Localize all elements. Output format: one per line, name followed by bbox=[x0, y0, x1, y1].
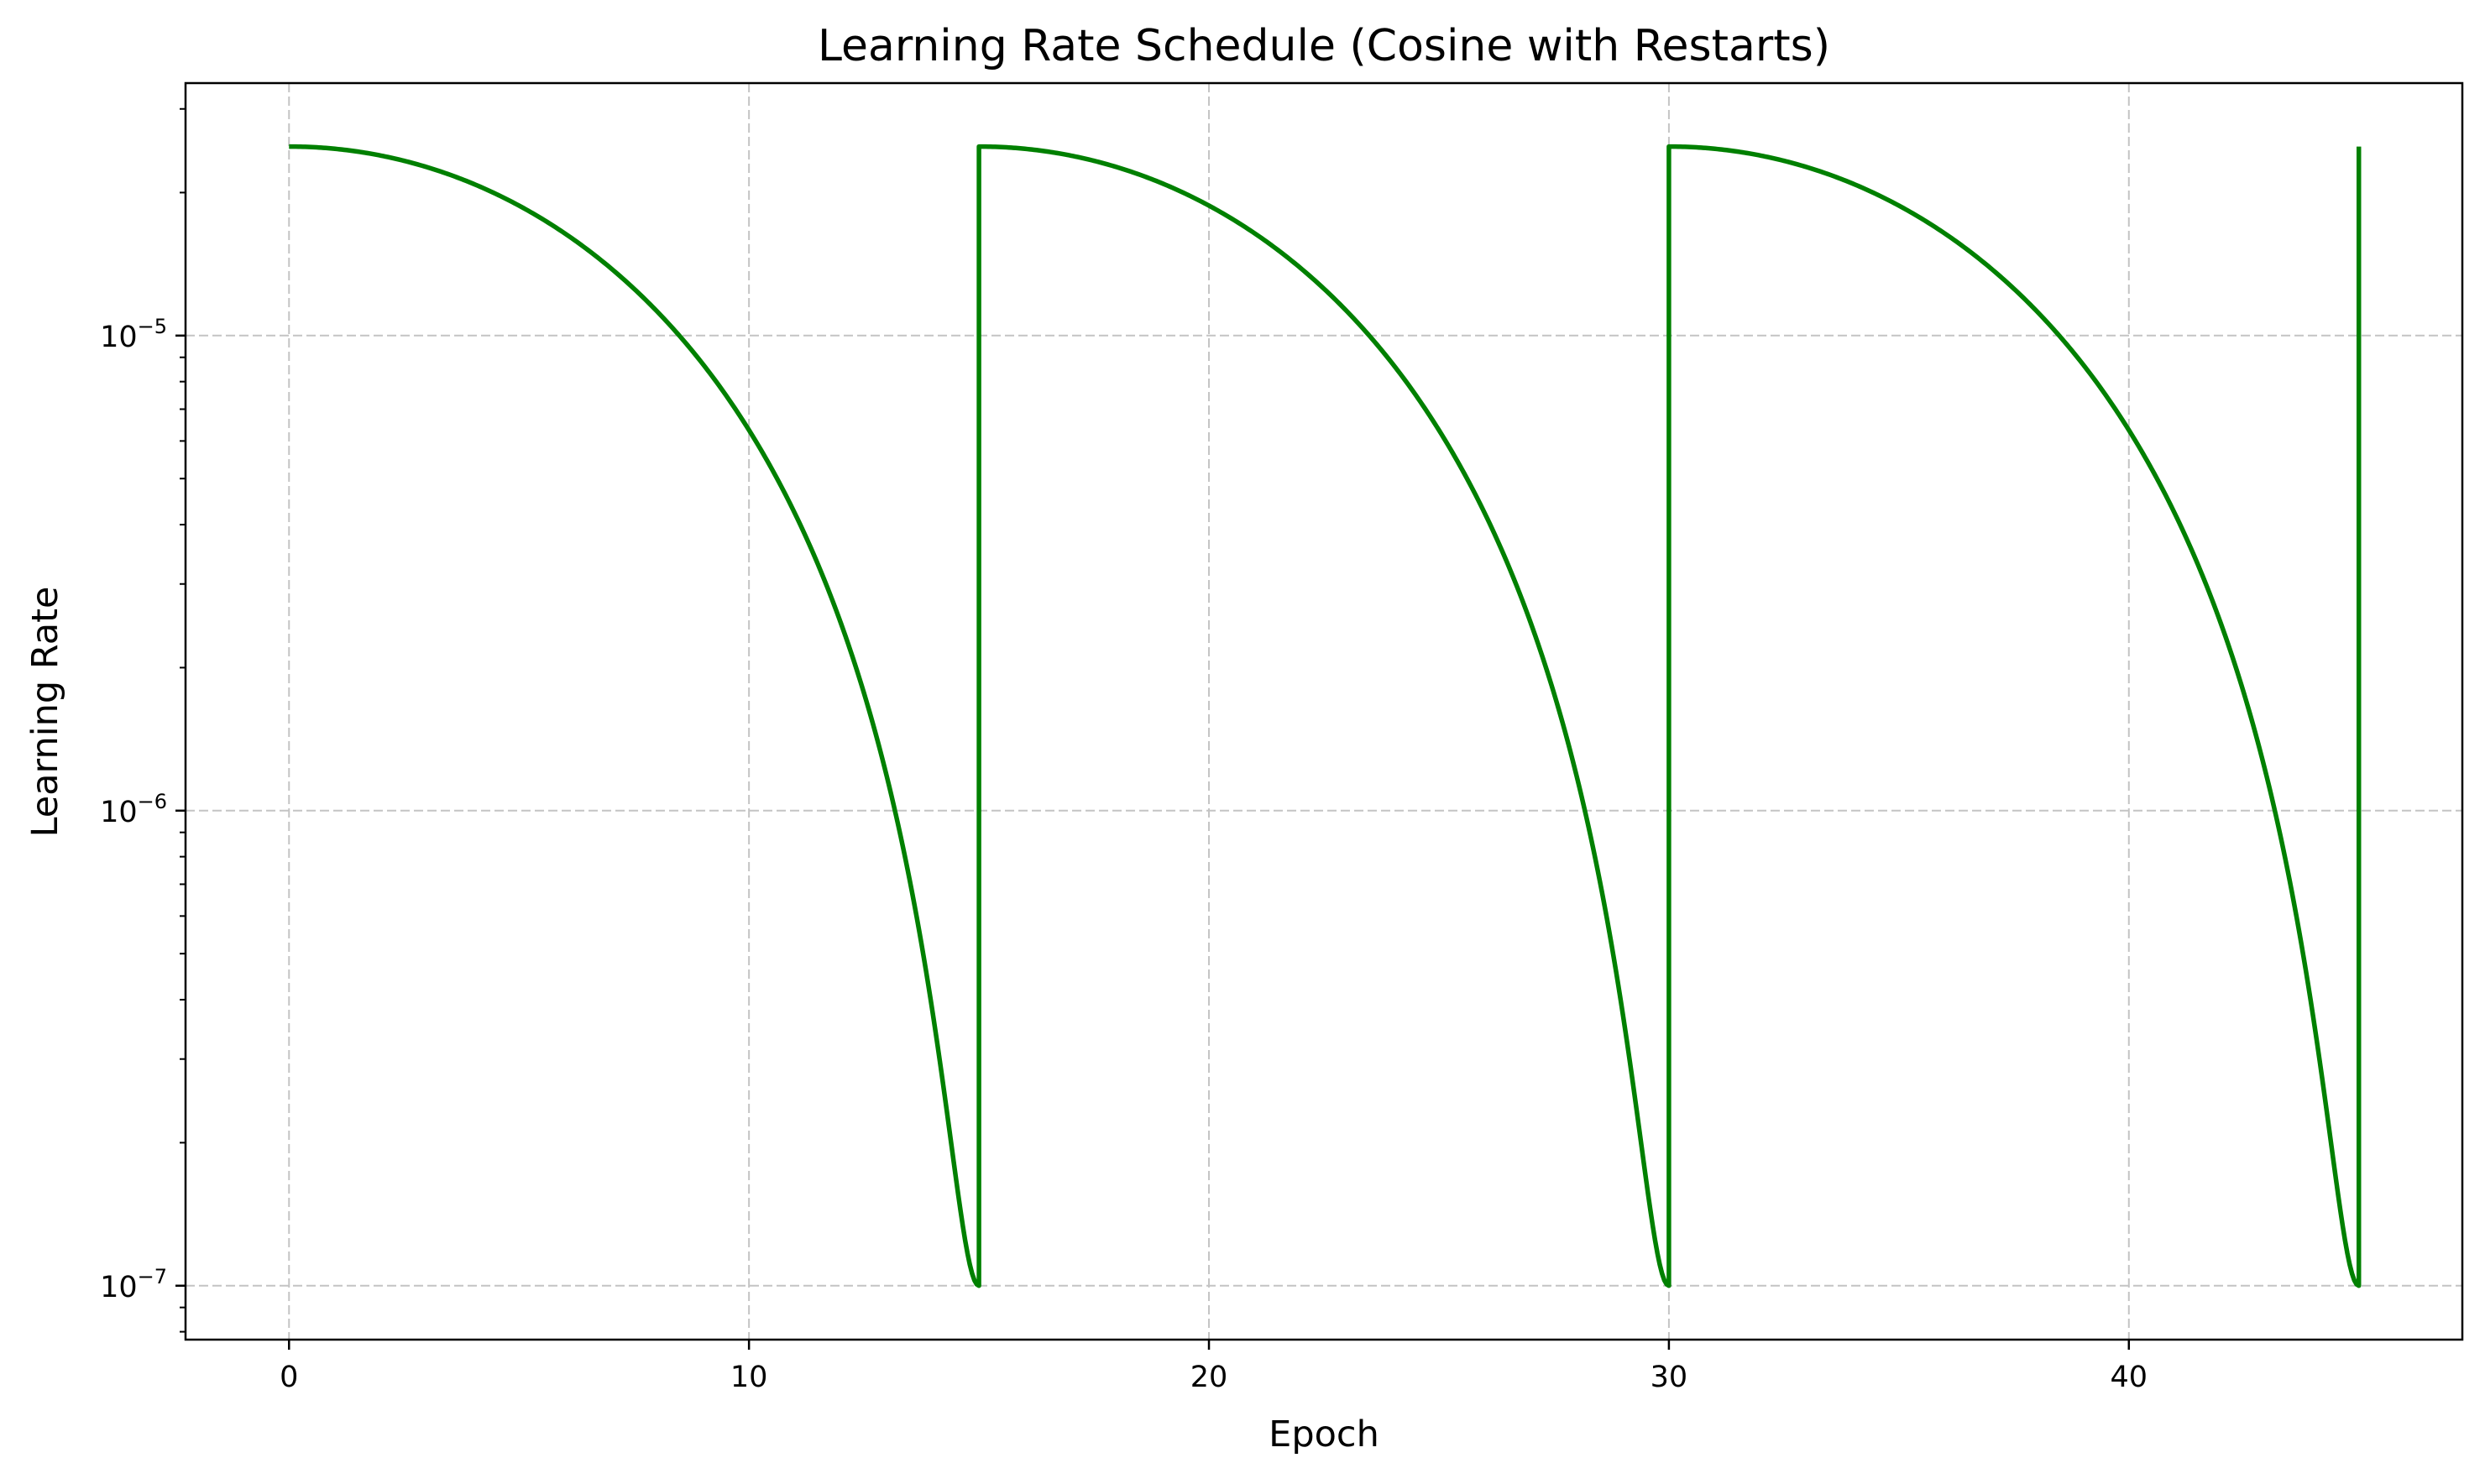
y-tick-label: 10−5 bbox=[100, 315, 167, 354]
x-tick-label: 0 bbox=[280, 1361, 298, 1394]
y-tick-label: 10−6 bbox=[100, 790, 167, 829]
x-tick-label: 20 bbox=[1190, 1361, 1228, 1394]
x-tick-label: 10 bbox=[730, 1361, 768, 1394]
x-tick-label: 30 bbox=[1651, 1361, 1688, 1394]
chart-title: Learning Rate Schedule (Cosine with Rest… bbox=[818, 21, 1830, 71]
y-tick-label: 10−7 bbox=[100, 1265, 167, 1304]
x-tick-label: 40 bbox=[2111, 1361, 2148, 1394]
y-axis-label: Learning Rate bbox=[24, 587, 66, 838]
x-axis-label: Epoch bbox=[1269, 1413, 1379, 1455]
major-ticks bbox=[175, 334, 2131, 1350]
lr-schedule-line bbox=[289, 144, 2362, 1288]
tick-labels: 0 10 20 30 40 10−7 10−6 10−5 bbox=[100, 315, 2148, 1394]
axes-frame bbox=[184, 81, 2464, 1341]
